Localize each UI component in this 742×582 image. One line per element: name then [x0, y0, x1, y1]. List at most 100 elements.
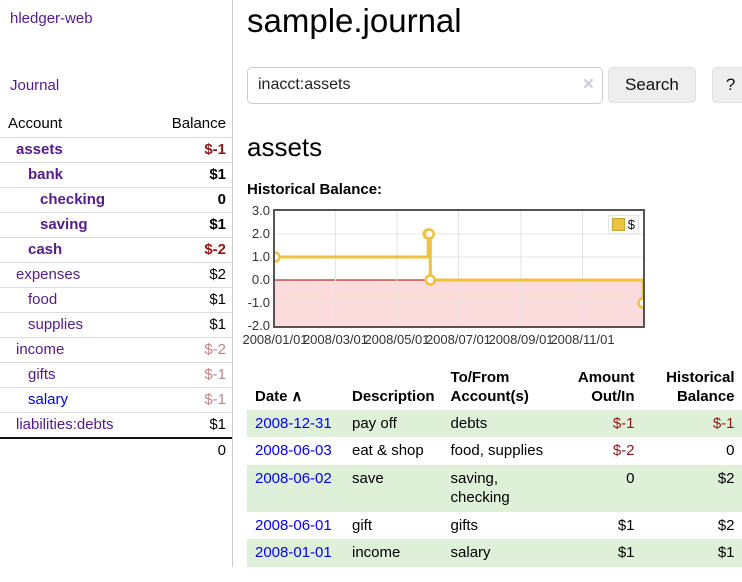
transaction-amount: 0 — [626, 469, 635, 487]
account-balance: $-2 — [148, 337, 232, 363]
register-header-accounts: To/From Account(s) — [450, 368, 529, 406]
chart-x-tick-label: 2008/05/01 — [364, 331, 430, 347]
account-link-checking[interactable]: checking — [40, 191, 106, 208]
account-row-saving: saving $1 — [0, 212, 232, 238]
account-row-cash: cash $-2 — [0, 237, 232, 263]
chart-x-tick-label: 2008/01/01 — [242, 331, 308, 347]
legend-swatch-icon — [611, 217, 625, 231]
account-link-expenses[interactable]: expenses — [16, 266, 81, 283]
chart-y-tick-label: -1.0 — [247, 294, 270, 310]
accounts-table: Account Balance assets $-1 bank $1 check… — [0, 111, 232, 463]
clear-search-icon[interactable]: × — [582, 74, 594, 96]
search-input[interactable] — [247, 66, 603, 104]
app-layout: hledger-web Journal Account Balance asse… — [0, 0, 742, 567]
register-row: 2008-06-03 eat & shop food, supplies $-2… — [247, 437, 742, 465]
transaction-description: income — [352, 544, 401, 562]
register-header-description: Description — [352, 388, 435, 406]
transaction-balance: $1 — [717, 544, 735, 562]
register-header-row: Date ∧ Description To/From Account(s) Amo… — [247, 365, 742, 410]
transaction-date-link[interactable]: 2008-06-03 — [255, 442, 332, 460]
account-link-saving[interactable]: saving — [40, 216, 88, 233]
transaction-amount: $1 — [617, 544, 635, 562]
transaction-balance: $-1 — [712, 414, 735, 432]
chart-y-tick-label: 3.0 — [251, 202, 270, 218]
accounts-total-value: 0 — [148, 437, 232, 463]
account-balance: $1 — [148, 287, 232, 313]
chart-canvas — [275, 210, 643, 326]
account-row-food: food $1 — [0, 287, 232, 313]
search-button[interactable]: Search — [608, 67, 696, 104]
transaction-amount: $1 — [617, 516, 635, 534]
account-link-supplies[interactable]: supplies — [28, 316, 84, 333]
transaction-amount: $-1 — [612, 414, 635, 432]
account-row-liabilities-debts: liabilities:debts $1 — [0, 412, 232, 438]
accounts-header-balance: Balance — [171, 115, 226, 132]
register-table: Date ∧ Description To/From Account(s) Amo… — [247, 365, 742, 567]
transaction-amount: $-2 — [612, 442, 635, 460]
transaction-accounts: gifts — [450, 516, 479, 534]
chart-title: Historical Balance: — [247, 180, 383, 198]
search-bar: × Search ? — [247, 66, 742, 104]
chart-y-tick-label: 1.0 — [251, 248, 270, 264]
brand-link[interactable]: hledger-web — [10, 10, 93, 27]
account-heading: assets — [247, 131, 323, 162]
account-row-supplies: supplies $1 — [0, 312, 232, 338]
chart-y-tick-label: 0.0 — [251, 271, 270, 287]
account-row-checking: checking 0 — [0, 187, 232, 213]
account-link-food[interactable]: food — [28, 291, 58, 308]
account-balance: $-1 — [148, 387, 232, 413]
main-content: sample.journal × Search ? assets Histori… — [233, 0, 742, 567]
account-link-liabilities-debts[interactable]: liabilities:debts — [16, 416, 114, 433]
chart-x-tick-label: 2008/09/01 — [488, 331, 554, 347]
account-link-cash[interactable]: cash — [28, 241, 63, 258]
account-balance: $2 — [148, 262, 232, 288]
account-balance: $1 — [148, 212, 232, 238]
sidebar: hledger-web Journal Account Balance asse… — [0, 0, 233, 567]
account-balance: $-1 — [148, 362, 232, 388]
transaction-balance: $2 — [717, 516, 735, 534]
sort-asc-icon: ∧ — [291, 388, 303, 406]
register-row: 2008-01-01 income salary $1 $1 — [247, 539, 742, 567]
register-row: 2008-12-31 pay off debts $-1 $-1 — [247, 409, 742, 438]
account-link-salary[interactable]: salary — [28, 391, 69, 408]
transaction-accounts: saving, checking — [450, 469, 510, 507]
account-link-assets[interactable]: assets — [16, 141, 63, 158]
sidebar-item-journal[interactable]: Journal — [10, 77, 60, 94]
transaction-date-link[interactable]: 2008-06-01 — [255, 516, 332, 534]
transaction-date-link[interactable]: 2008-06-02 — [255, 469, 332, 487]
transaction-description: save — [352, 469, 384, 487]
register-header-balance: Historical Balance — [666, 368, 735, 406]
transaction-description: eat & shop — [352, 442, 424, 460]
account-row-gifts: gifts $-1 — [0, 362, 232, 388]
help-button[interactable]: ? — [711, 67, 742, 104]
account-balance: $1 — [148, 162, 232, 188]
historical-balance-chart: $ 3.0 2.0 1.0 0.0 -1.0 -2.0 2008/01/01 2008/03/… — [242, 202, 742, 349]
account-link-gifts[interactable]: gifts — [28, 366, 56, 383]
transaction-date-link[interactable]: 2008-12-31 — [255, 414, 332, 432]
transaction-accounts: debts — [450, 414, 488, 432]
account-row-income: income $-2 — [0, 337, 232, 363]
register-header-amount: Amount Out/In — [577, 368, 635, 406]
account-link-bank[interactable]: bank — [28, 166, 64, 183]
account-row-bank: bank $1 — [0, 162, 232, 188]
transaction-balance: $2 — [717, 469, 735, 487]
account-row-expenses: expenses $2 — [0, 262, 232, 288]
transaction-accounts: food, supplies — [450, 442, 544, 460]
register-header-date[interactable]: Date ∧ — [255, 388, 303, 406]
accounts-total-row: 0 — [0, 437, 232, 463]
transaction-accounts: salary — [450, 544, 491, 562]
account-link-income[interactable]: income — [16, 341, 65, 358]
transaction-description: pay off — [352, 414, 397, 432]
account-balance: $-2 — [148, 237, 232, 263]
account-balance: $1 — [148, 412, 232, 438]
chart-x-tick-label: 2008/07/01 — [425, 331, 492, 347]
chart-y-tick-label: -2.0 — [247, 317, 270, 333]
page-title: sample.journal — [247, 2, 462, 39]
account-row-salary: salary $-1 — [0, 387, 232, 413]
legend-label: $ — [627, 216, 635, 232]
account-balance: 0 — [148, 187, 232, 213]
chart-x-tick-label: 2008/03/01 — [302, 331, 369, 347]
transaction-date-link[interactable]: 2008-01-01 — [255, 544, 332, 562]
transaction-balance: 0 — [726, 442, 735, 460]
account-balance: $1 — [148, 312, 232, 338]
